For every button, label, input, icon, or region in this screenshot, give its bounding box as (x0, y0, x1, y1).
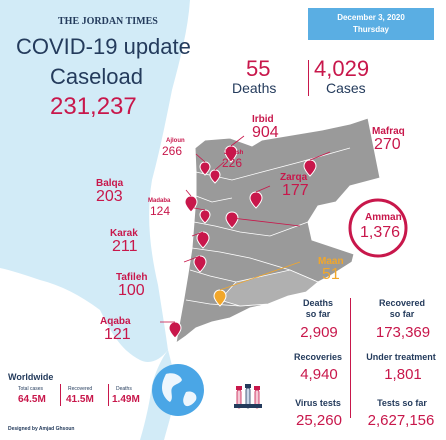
under-treatment-value: 1,801 (384, 366, 422, 383)
date-text: December 3, 2020 (337, 13, 405, 22)
under-treatment-label: Under treatment (366, 352, 436, 362)
ww-recovered-value: 41.5M (66, 394, 94, 405)
deaths-label: Deaths (232, 80, 277, 96)
mafraq-name: Mafraq (372, 126, 405, 137)
pin-aqaba (168, 321, 182, 339)
maan-region (219, 269, 319, 307)
deaths-value: 55 (246, 56, 271, 81)
jerash-name: Jerash (224, 150, 244, 156)
pin-ajloun (199, 161, 211, 176)
amman-value: 1,376 (360, 224, 401, 241)
pin-amman (225, 211, 239, 229)
ww-total-cases-label: Total cases (18, 386, 44, 392)
pin-irbid (224, 145, 238, 163)
deaths-so-far-label: Deaths so far (302, 298, 333, 319)
recoveries-label: Recoveries (293, 352, 343, 362)
jerash-value: 226 (222, 156, 243, 170)
zarqa-name: Zarqa (280, 172, 308, 183)
deaths-so-far-value: 2,909 (300, 324, 338, 341)
credit: Designed by Amjad Ghsoun (8, 426, 75, 432)
recoveries-value: 4,940 (300, 366, 338, 383)
page-title: COVID-19 update (16, 34, 191, 59)
zarqa-value: 177 (282, 182, 309, 199)
tests-so-far-label: Tests so far (377, 398, 427, 408)
virus-tests-value: 25,260 (296, 412, 342, 429)
test-tubes-icon (234, 384, 262, 409)
madaba-name: Madaba (148, 198, 171, 204)
ww-deaths-value: 1.49M (112, 394, 140, 405)
tafileh-value: 100 (118, 282, 145, 299)
weekday-text: Thursday (352, 25, 389, 34)
governorate-borders (185, 147, 351, 307)
maan-name: Maan (318, 256, 344, 267)
caseload-label: Caseload (50, 64, 143, 89)
pin-mafraq (303, 159, 317, 177)
ww-divider-2 (108, 384, 109, 406)
cases-label: Cases (326, 80, 366, 96)
date-badge: December 3, 2020 Thursday (308, 8, 434, 40)
karak-value: 211 (112, 238, 138, 255)
madaba-value: 124 (150, 204, 171, 218)
maan-value: 51 (322, 266, 340, 283)
globe-icon (152, 364, 204, 416)
ww-recovered-label: Recovered (68, 386, 93, 392)
amman-name: Amman (365, 212, 402, 223)
recovered-so-far-label: Recovered so far (378, 298, 426, 319)
irbid-name: Irbid (252, 114, 274, 125)
cases-value: 4,029 (314, 56, 370, 81)
recovered-so-far-value: 173,369 (375, 324, 431, 341)
ww-divider-1 (60, 384, 61, 406)
pin-maan (213, 289, 227, 307)
karak-name: Karak (110, 228, 138, 239)
ww-total-cases-value: 64.5M (18, 394, 46, 405)
pin-madaba (199, 209, 211, 224)
ajloun-name: Ajloun (166, 138, 185, 144)
irbid-value: 904 (252, 124, 279, 141)
pin-zarqa (249, 191, 263, 209)
balqa-name: Balqa (96, 178, 124, 189)
aqaba-value: 121 (104, 326, 131, 343)
pin-jerash (209, 169, 221, 184)
stats-divider (350, 298, 351, 418)
caseload-value: 231,237 (50, 93, 137, 120)
pin-balqa (184, 195, 198, 213)
ww-deaths-label: Deaths (116, 386, 132, 392)
summary-divider (308, 60, 309, 96)
ajloun-value: 266 (162, 144, 183, 158)
mediterranean-sea (0, 0, 190, 362)
pin-karak (196, 231, 210, 249)
worldwide-title: Worldwide (8, 372, 54, 382)
aqaba-name: Aqaba (100, 316, 131, 327)
publisher-logo: THE JORDAN TIMES (58, 16, 158, 27)
amman-bubble (348, 198, 408, 258)
tests-so-far-value: 2,627,156 (367, 412, 435, 429)
balqa-value: 203 (96, 188, 123, 205)
mafraq-value: 270 (374, 136, 401, 153)
tafileh-name: Tafileh (116, 272, 148, 283)
virus-tests-label: Virus tests (295, 398, 341, 408)
pin-tafileh (193, 255, 207, 273)
